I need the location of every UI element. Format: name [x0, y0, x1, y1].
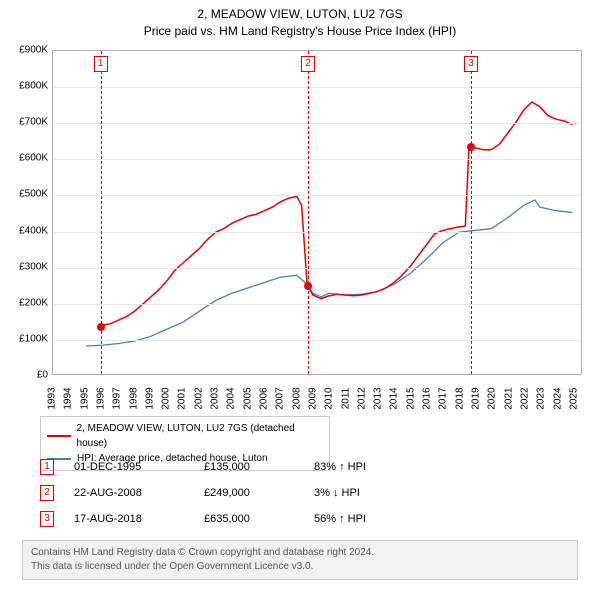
gridline-h [53, 159, 581, 160]
xtick-label: 2017 [438, 387, 449, 409]
transaction-pct: 83% ↑ HPI [314, 461, 414, 473]
xtick-label: 1998 [128, 387, 139, 409]
ytick-label: £300K [19, 261, 48, 272]
legend-row-price: 2, MEADOW VIEW, LUTON, LU2 7GS (detached… [47, 421, 323, 451]
xtick-label: 2011 [340, 388, 351, 410]
ytick-label: £0 [37, 370, 48, 381]
plot-svg [53, 51, 581, 374]
xtick-label: 2013 [373, 387, 384, 409]
marker-vline [471, 51, 472, 374]
gridline-h [53, 123, 581, 124]
transaction-date: 22-AUG-2008 [74, 487, 204, 499]
xtick-label: 2014 [389, 387, 400, 409]
xtick-label: 2025 [568, 387, 579, 409]
xtick-label: 2019 [471, 387, 482, 409]
transaction-row: 1 01-DEC-1995£135,00083% ↑ HPI [40, 454, 414, 480]
footer-line-1: Contains HM Land Registry data © Crown c… [31, 546, 569, 560]
xtick-label: 1996 [95, 387, 106, 409]
transaction-row: 2 22-AUG-2008£249,0003% ↓ HPI [40, 480, 414, 506]
xtick-label: 2022 [519, 387, 530, 409]
legend-label-price: 2, MEADOW VIEW, LUTON, LU2 7GS (detached… [77, 421, 323, 451]
arrow-icon: ↓ [333, 487, 339, 499]
transaction-pct: 3% ↓ HPI [314, 487, 414, 499]
transaction-price: £635,000 [204, 513, 314, 525]
xtick-label: 2016 [422, 387, 433, 409]
ytick-label: £400K [19, 225, 48, 236]
xtick-label: 2023 [536, 387, 547, 409]
ytick-label: £600K [19, 153, 48, 164]
xtick-label: 2009 [307, 387, 318, 409]
gridline-h [53, 232, 581, 233]
xtick-label: 1993 [47, 387, 58, 409]
ytick-label: £900K [19, 45, 48, 56]
marker-point [97, 323, 105, 331]
marker-box: 3 [464, 56, 478, 72]
xtick-label: 2000 [161, 387, 172, 409]
xtick-label: 1999 [144, 387, 155, 409]
series-line [101, 102, 572, 326]
transaction-index: 3 [40, 511, 54, 527]
xtick-label: 2020 [487, 387, 498, 409]
arrow-icon: ↑ [339, 513, 345, 525]
xtick-label: 2010 [324, 387, 335, 409]
xtick-label: 2005 [242, 387, 253, 409]
xtick-label: 2002 [193, 387, 204, 409]
xtick-label: 1994 [63, 387, 74, 409]
gridline-h [53, 87, 581, 88]
xtick-label: 2001 [177, 387, 188, 409]
gridline-h [53, 195, 581, 196]
xtick-label: 2024 [552, 387, 563, 409]
xtick-label: 2021 [503, 387, 514, 409]
transactions-table: 1 01-DEC-1995£135,00083% ↑ HPI 2 22-AUG-200… [40, 454, 414, 532]
legend-swatch-price [47, 435, 71, 437]
title-line-2: Price paid vs. HM Land Registry's House … [0, 23, 600, 40]
xtick-label: 2012 [356, 387, 367, 409]
xtick-label: 2007 [275, 387, 286, 409]
transaction-index: 2 [40, 485, 54, 501]
xtick-label: 1997 [112, 387, 123, 409]
ytick-label: £800K [19, 81, 48, 92]
marker-point [467, 143, 475, 151]
gridline-h [53, 268, 581, 269]
xtick-label: 2006 [259, 387, 270, 409]
marker-vline [308, 51, 309, 374]
transaction-date: 01-DEC-1995 [74, 461, 204, 473]
marker-box: 2 [301, 56, 315, 72]
ytick-label: £100K [19, 333, 48, 344]
xtick-label: 2003 [210, 387, 221, 409]
title-block: 2, MEADOW VIEW, LUTON, LU2 7GS Price pai… [0, 0, 600, 40]
marker-box: 1 [94, 56, 108, 72]
transaction-price: £135,000 [204, 461, 314, 473]
ytick-label: £200K [19, 297, 48, 308]
title-line-1: 2, MEADOW VIEW, LUTON, LU2 7GS [0, 6, 600, 23]
ytick-label: £700K [19, 117, 48, 128]
xtick-label: 2015 [405, 387, 416, 409]
transaction-pct: 56% ↑ HPI [314, 513, 414, 525]
series-line [86, 200, 572, 346]
xtick-label: 1995 [79, 387, 90, 409]
transaction-date: 17-AUG-2018 [74, 513, 204, 525]
gridline-h [53, 340, 581, 341]
ytick-label: £500K [19, 189, 48, 200]
xtick-label: 2018 [454, 387, 465, 409]
transaction-price: £249,000 [204, 487, 314, 499]
plot-area: 1 2 3 [52, 50, 582, 375]
xtick-label: 2004 [226, 387, 237, 409]
gridline-h [53, 304, 581, 305]
footer: Contains HM Land Registry data © Crown c… [22, 540, 578, 580]
arrow-icon: ↑ [339, 461, 345, 473]
transaction-row: 3 17-AUG-2018£635,00056% ↑ HPI [40, 506, 414, 532]
chart-container: 2, MEADOW VIEW, LUTON, LU2 7GS Price pai… [0, 0, 600, 590]
transaction-index: 1 [40, 459, 54, 475]
xtick-label: 2008 [291, 387, 302, 409]
footer-line-2: This data is licensed under the Open Gov… [31, 560, 569, 574]
marker-point [304, 282, 312, 290]
